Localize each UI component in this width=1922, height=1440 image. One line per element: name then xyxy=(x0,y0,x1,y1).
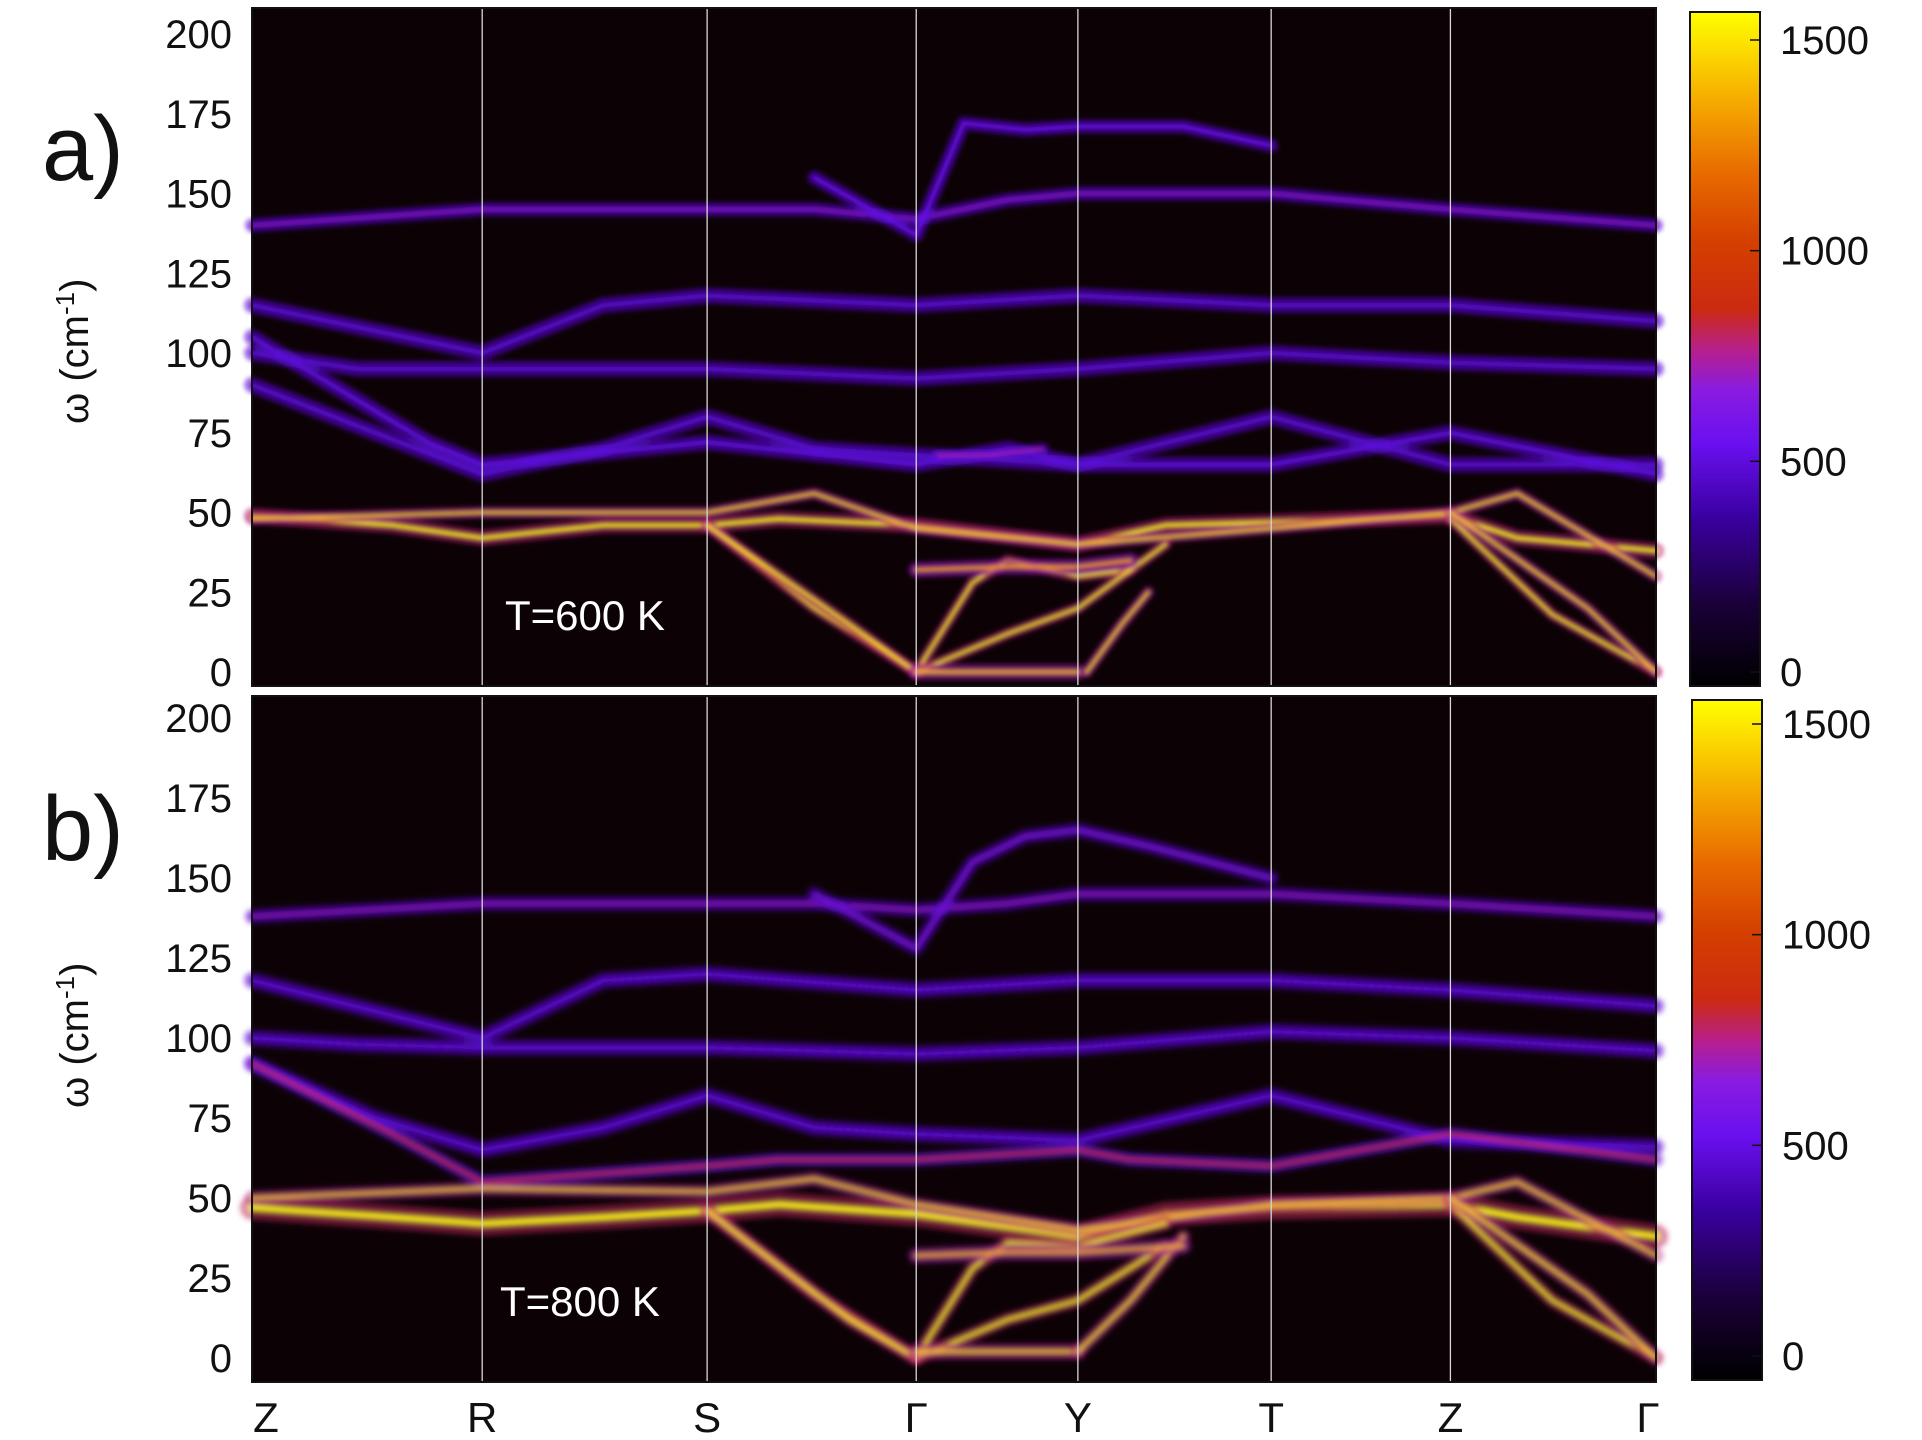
band-a-6 xyxy=(935,447,1045,457)
kpath-label-4: Y xyxy=(1064,1394,1092,1440)
y-tick-a-175: 175 xyxy=(165,93,232,137)
band-a-11 xyxy=(1448,517,1658,674)
kpath-label-2: S xyxy=(693,1394,721,1440)
band-a-16 xyxy=(1085,590,1150,674)
colorbar-tick-a-0: 0 xyxy=(1780,651,1802,695)
kpath-label-7: Γ xyxy=(1636,1394,1659,1440)
y-tick-a-50: 50 xyxy=(188,492,233,536)
kpath-label-0: Z xyxy=(253,1394,279,1440)
band-b-11 xyxy=(1448,1196,1658,1360)
band-b-15 xyxy=(1076,1234,1186,1354)
kpath-label-5: T xyxy=(1258,1394,1284,1440)
temperature-label-b: T=800 K xyxy=(500,1278,660,1325)
colorbar-tick-b-1500: 1500 xyxy=(1782,703,1871,747)
colorbar-ticks-a: 0 500 1000 1500 xyxy=(1750,19,1869,695)
y-tick-a-25: 25 xyxy=(188,571,233,615)
panel-b: b) ω (cm-1) 0 25 50 75 100 125 150 175 200 T=800… xyxy=(42,695,1871,1383)
y-tick-a-150: 150 xyxy=(165,173,232,217)
y-ticks-b: 0 25 50 75 100 125 150 175 200 xyxy=(165,697,1656,1381)
band-b-13 xyxy=(914,1244,1168,1360)
colorbar-tick-b-1000: 1000 xyxy=(1782,914,1871,958)
y-tick-a-125: 125 xyxy=(165,252,232,296)
y-tick-b-100: 100 xyxy=(165,1017,232,1061)
y-tick-a-0: 0 xyxy=(210,651,232,695)
y-tick-b-150: 150 xyxy=(165,857,232,901)
colorbar-b xyxy=(1691,699,1763,1381)
y-tick-b-25: 25 xyxy=(188,1257,233,1301)
band-b-9 xyxy=(705,1209,918,1360)
kpoint-lines-a xyxy=(481,8,1452,686)
panel-label-b: b) xyxy=(42,778,124,880)
y-tick-a-200: 200 xyxy=(165,13,232,57)
plot-frame-a xyxy=(251,7,1657,687)
y-tick-b-175: 175 xyxy=(165,777,232,821)
colorbar-a xyxy=(1689,11,1761,687)
colorbar-tick-a-1500: 1500 xyxy=(1780,19,1869,63)
colorbar-tick-a-500: 500 xyxy=(1780,440,1847,484)
temperature-label-a: T=600 K xyxy=(505,592,665,639)
band-a-12 xyxy=(1448,511,1658,674)
kpath-label-6: Z xyxy=(1438,1394,1464,1440)
kpath-label-3: Γ xyxy=(905,1394,928,1440)
band-a-17 xyxy=(914,558,1133,572)
band-b-4 xyxy=(250,1061,1658,1152)
colorbar-ticks-b: 0 500 1000 1500 xyxy=(1752,703,1871,1379)
colorbar-tick-b-500: 500 xyxy=(1782,1124,1849,1168)
band-b-7 xyxy=(250,1177,1658,1258)
y-axis-label-b: ω (cm-1) xyxy=(50,963,97,1108)
panel-label-a: a) xyxy=(42,98,124,200)
y-tick-a-100: 100 xyxy=(165,332,232,376)
y-tick-b-200: 200 xyxy=(165,697,232,741)
colorbar-tick-a-1000: 1000 xyxy=(1780,230,1869,274)
band-a-10 xyxy=(705,523,918,674)
band-b-10 xyxy=(1448,1202,1658,1360)
panel-a: a) ω (cm-1) 0 25 50 75 100 125 150 175 200 T=600… xyxy=(42,7,1869,695)
kpoint-lines-b xyxy=(481,696,1452,1382)
band-b-0 xyxy=(250,892,1658,919)
y-tick-b-125: 125 xyxy=(165,937,232,981)
y-tick-b-75: 75 xyxy=(188,1097,233,1141)
y-tick-b-0: 0 xyxy=(210,1337,232,1381)
plot-frame-b xyxy=(251,695,1657,1383)
y-ticks-a: 0 25 50 75 100 125 150 175 200 xyxy=(165,13,1656,695)
y-tick-b-50: 50 xyxy=(188,1177,233,1221)
colorbar-tick-b-0: 0 xyxy=(1782,1335,1804,1379)
y-axis-label-a: ω (cm-1) xyxy=(50,279,97,424)
band-a-14 xyxy=(914,542,1168,674)
band-b-12 xyxy=(914,1221,1168,1360)
band-a-0 xyxy=(250,191,1658,228)
y-tick-a-75: 75 xyxy=(188,412,233,456)
kpath-label-1: R xyxy=(467,1394,497,1440)
band-a-8 xyxy=(250,491,1658,578)
band-b-16 xyxy=(914,1244,1186,1258)
